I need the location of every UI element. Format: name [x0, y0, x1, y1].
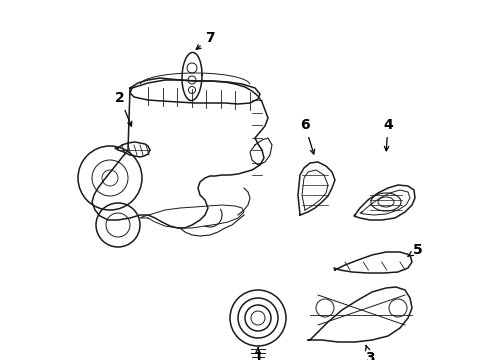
Text: 6: 6 — [300, 118, 314, 154]
Text: 2: 2 — [115, 91, 132, 126]
Text: 4: 4 — [382, 118, 392, 151]
Text: 1: 1 — [253, 348, 263, 360]
Text: 5: 5 — [407, 243, 422, 257]
Text: 3: 3 — [365, 345, 374, 360]
Text: 7: 7 — [196, 31, 214, 49]
